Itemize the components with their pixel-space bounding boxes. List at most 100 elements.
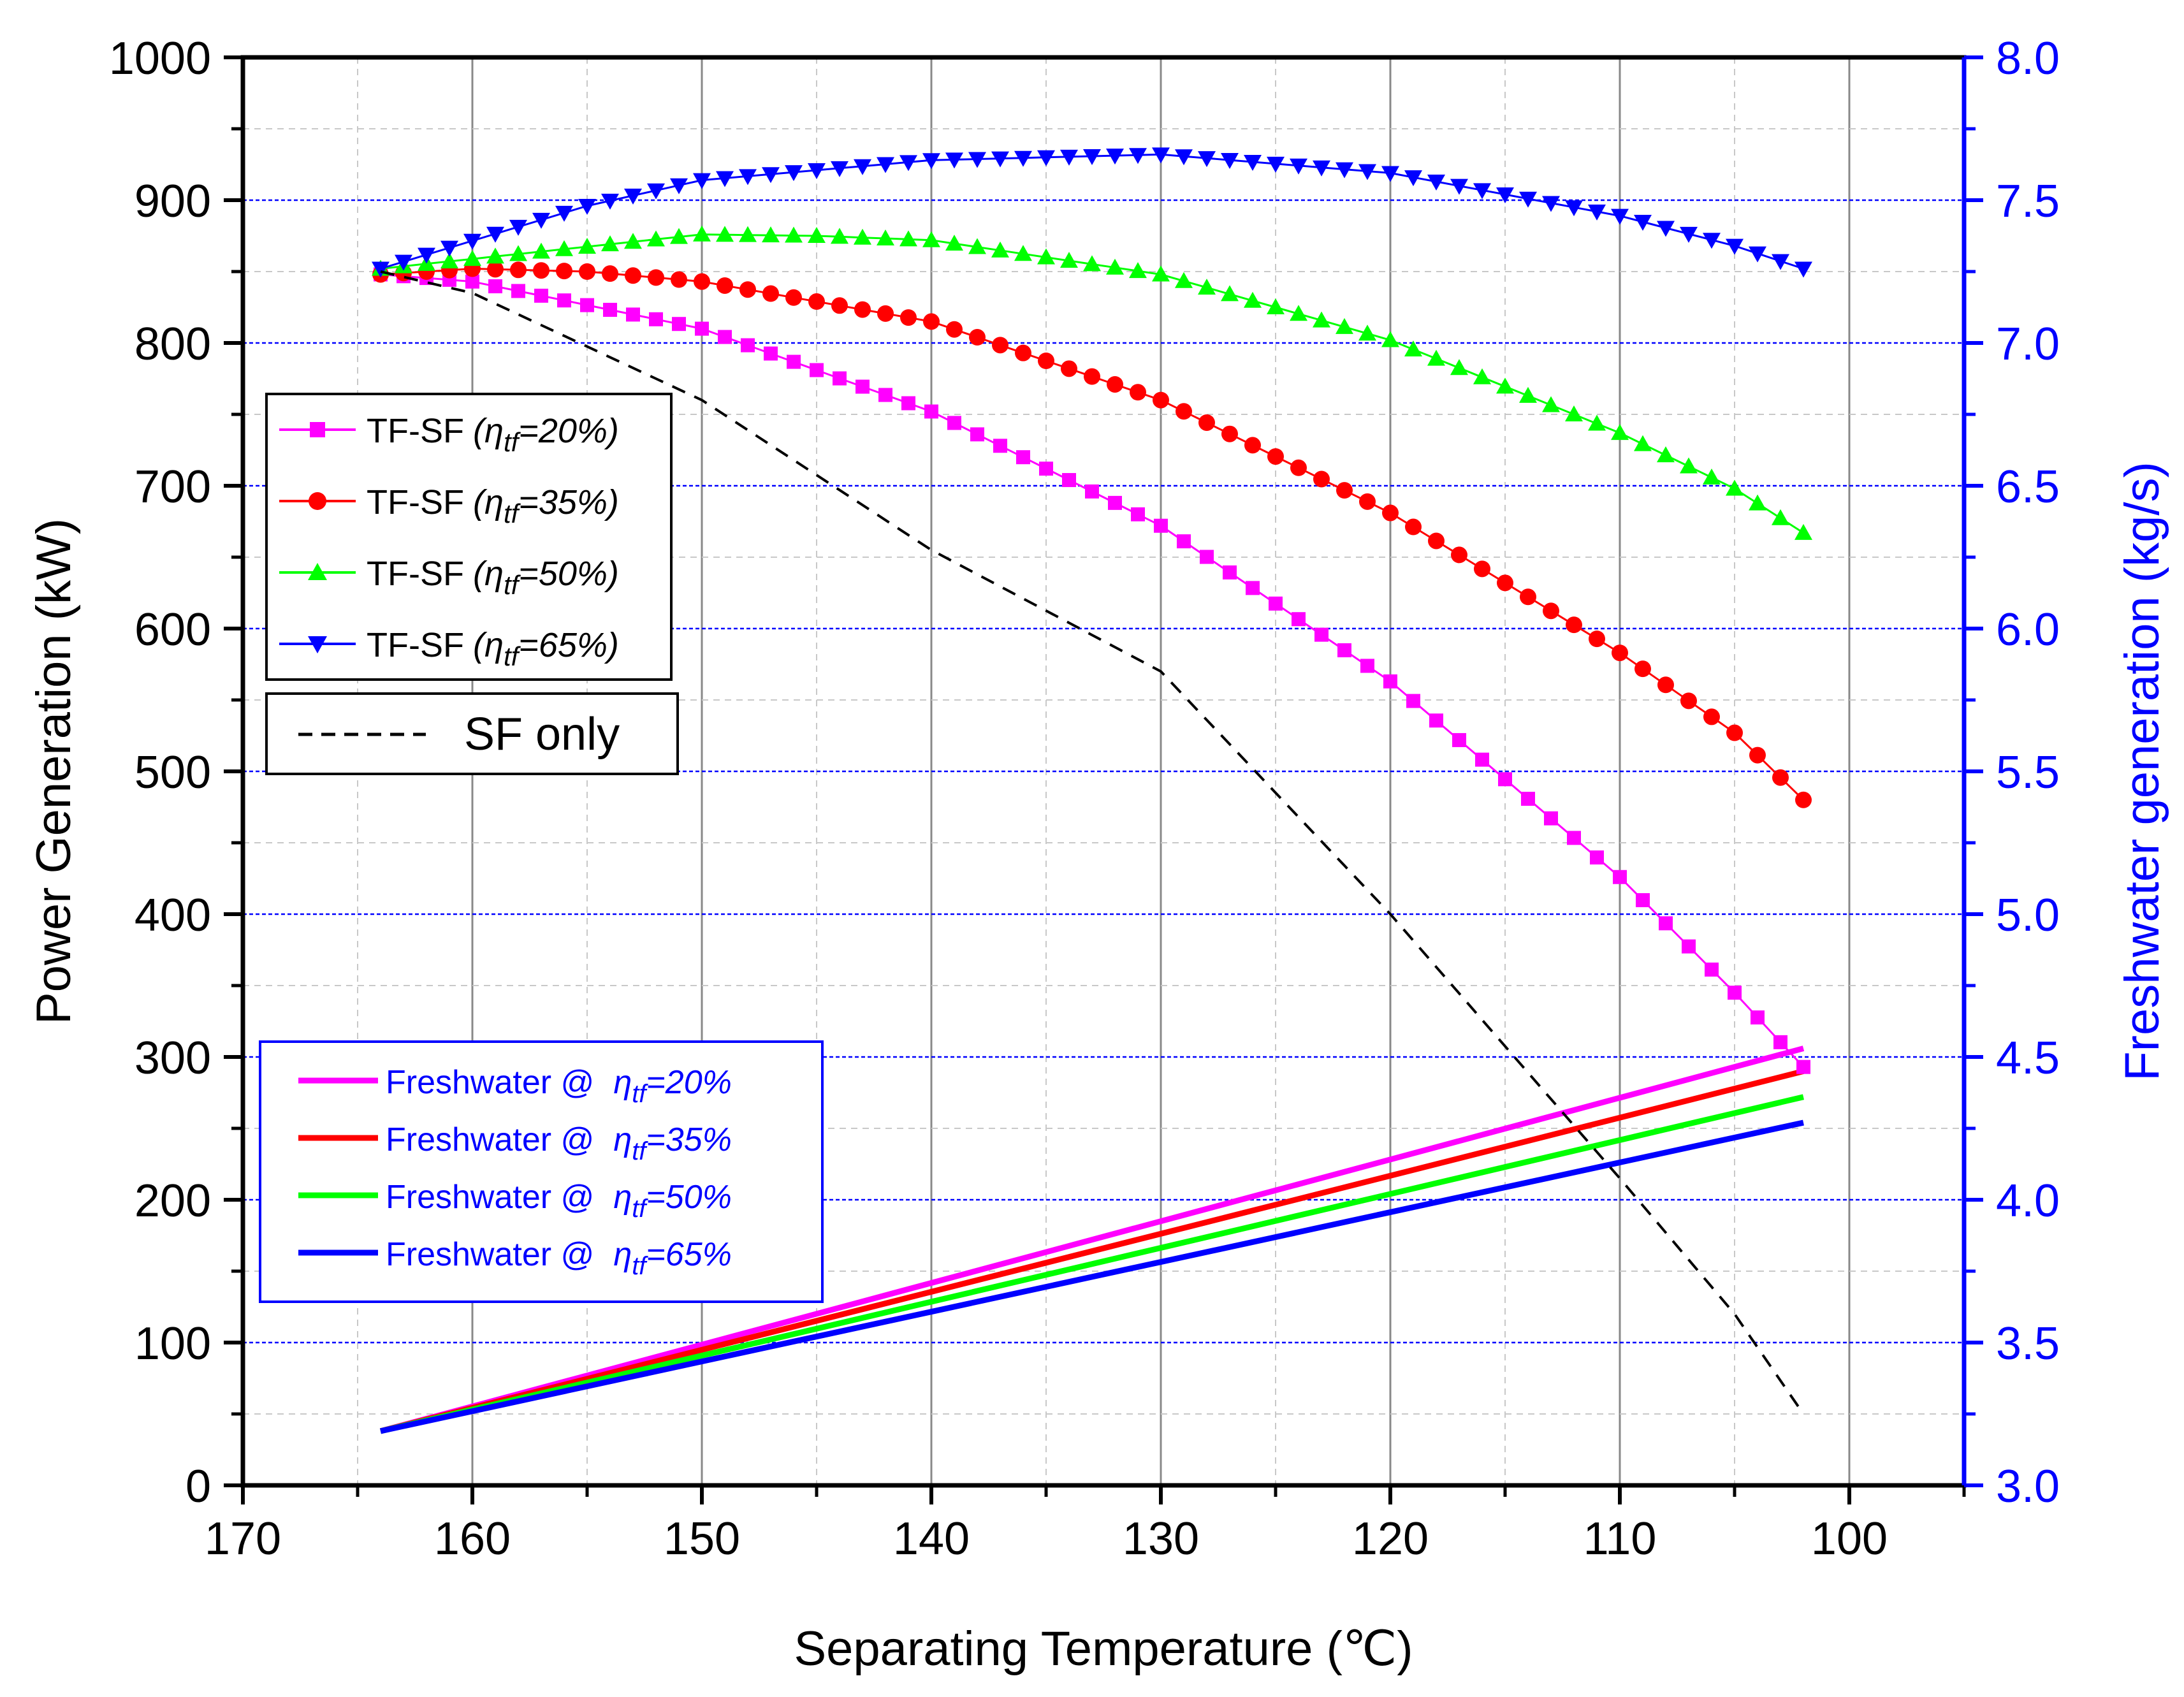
power-point — [1450, 178, 1468, 195]
power-point — [578, 198, 596, 215]
power-point — [1382, 504, 1399, 521]
power-point — [1175, 272, 1193, 288]
power-point — [1084, 368, 1100, 385]
power-point — [1131, 507, 1145, 521]
power-point — [1269, 596, 1283, 611]
power-point — [1588, 414, 1606, 431]
power-point — [1313, 160, 1330, 177]
power-point — [1429, 713, 1443, 728]
power-point — [1566, 616, 1582, 634]
power-point — [1336, 317, 1353, 334]
power-point — [808, 293, 825, 310]
power-point — [1452, 732, 1466, 747]
power-point — [1496, 187, 1514, 204]
power-point — [877, 229, 894, 246]
freshwater-line-2 — [379, 1094, 1805, 1434]
power-point — [601, 235, 619, 252]
power-point — [785, 226, 803, 243]
power-point — [1680, 457, 1698, 474]
power-point — [1703, 233, 1721, 249]
power-point — [1083, 255, 1101, 272]
power-point — [855, 379, 870, 394]
power-point — [1496, 377, 1514, 394]
power-point — [626, 307, 640, 322]
power-point — [1519, 191, 1537, 208]
legend-label-3: TF-SF (ηtf=65%) — [367, 626, 619, 671]
power-point — [945, 152, 963, 169]
sf-only-line — [380, 270, 1805, 1415]
power-point — [1383, 674, 1397, 688]
power-point — [762, 285, 779, 302]
legend-fw-label-3: Freshwater @ ηtf=65% — [386, 1236, 732, 1280]
power-point — [1613, 870, 1627, 884]
power-point — [1659, 916, 1673, 931]
power-point — [1542, 396, 1560, 412]
y-axis-label: Power Generation (kW) — [27, 518, 81, 1024]
power-point — [647, 183, 665, 200]
y2-tick-label: 4.5 — [1996, 1033, 2060, 1084]
power-point — [1014, 245, 1032, 261]
power-point — [1590, 850, 1604, 865]
power-point — [509, 245, 527, 261]
power-point — [877, 305, 894, 322]
power-point — [1015, 344, 1031, 361]
y2-tick-label: 6.0 — [1996, 604, 2060, 655]
power-point — [739, 169, 757, 186]
power-point — [878, 388, 892, 402]
y2-tick-label: 8.0 — [1996, 33, 2060, 84]
y2-tick-label: 7.0 — [1996, 319, 2060, 370]
legend-power-box — [265, 393, 673, 681]
power-point — [854, 159, 871, 175]
power-point — [739, 281, 756, 298]
legend-power: TF-SF (ηtf=20%) TF-SF (ηtf=35%) TF-SF (ηtf=50… — [265, 393, 673, 681]
power-point — [671, 271, 687, 288]
power-point — [1130, 384, 1146, 401]
power-point — [488, 279, 502, 294]
power-point — [1703, 469, 1721, 485]
power-point — [1428, 532, 1445, 550]
power-point — [1337, 643, 1351, 658]
power-point — [603, 303, 617, 317]
power-point — [1014, 150, 1032, 167]
power-point — [509, 219, 527, 236]
power-point — [1106, 258, 1124, 275]
power-point — [532, 212, 550, 229]
power-point — [625, 267, 641, 284]
power-point — [1267, 448, 1284, 465]
legend-marker-3 — [308, 636, 327, 653]
legend-sf-only: SF only — [265, 692, 679, 775]
power-point — [1290, 459, 1307, 476]
power-point — [579, 263, 595, 280]
power-point — [1359, 493, 1376, 510]
power-point — [1612, 645, 1628, 662]
y-tick-label: 100 — [135, 1318, 211, 1369]
power-point — [534, 288, 548, 303]
power-point — [602, 265, 618, 282]
power-point — [1106, 149, 1124, 165]
power-point — [672, 317, 686, 331]
y-tick-label: 400 — [135, 890, 211, 941]
power-point — [1153, 391, 1169, 409]
power-point — [1636, 893, 1650, 908]
y2-tick-label: 3.0 — [1996, 1461, 2060, 1512]
power-point — [1497, 574, 1513, 592]
power-point — [487, 261, 504, 278]
power-point — [787, 354, 801, 369]
power-point — [1498, 772, 1512, 787]
power-point — [418, 247, 435, 264]
legend-label-1: TF-SF (ηtf=35%) — [367, 483, 619, 528]
power-point — [1405, 518, 1422, 535]
power-point — [877, 157, 894, 173]
power-point — [510, 261, 527, 279]
power-point — [1037, 150, 1055, 166]
power-point — [1336, 482, 1353, 499]
y-tick-label: 600 — [135, 604, 211, 655]
power-point — [1611, 424, 1629, 441]
power-point — [1060, 251, 1078, 268]
legend-freshwater: Freshwater @ ηtf=20% Freshwater @ ηtf=35% Fr… — [259, 1040, 824, 1303]
freshwater-line-0 — [379, 1045, 1805, 1434]
power-point — [1244, 154, 1262, 171]
power-point — [1703, 708, 1720, 725]
power-point — [1728, 986, 1742, 1000]
axes: 170 160 150 140 130 120 110 1000100200300400500… — [109, 33, 2060, 1564]
